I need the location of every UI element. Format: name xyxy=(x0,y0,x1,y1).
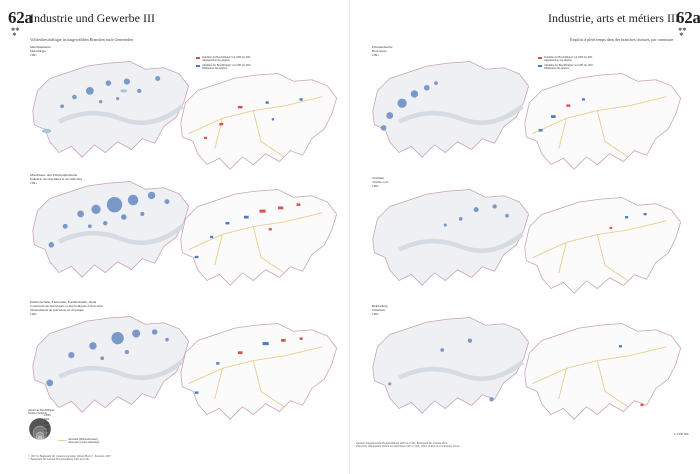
legend-decrease-label: Abnahme der Beschäftigten von 1985 bis 1… xyxy=(202,64,251,70)
legend-increase-swatch xyxy=(538,57,542,60)
map-change xyxy=(523,322,682,420)
map-caption-text: Textilien Textile et al. xyxy=(372,176,389,184)
page-fold xyxy=(349,0,350,474)
size-legend-title: Anzahl der Beschäftigten Nombre d'emploi… xyxy=(28,409,55,415)
page-number: 62a xyxy=(8,8,33,27)
page-title: Industrie, arts et métiers III xyxy=(548,11,679,25)
road-legend-label: Autobahn (Nationalstrassen) Autoroutes (… xyxy=(68,438,100,444)
map-year: 1991 xyxy=(30,53,37,57)
map-year: 1991 xyxy=(30,181,37,185)
map-change xyxy=(179,188,338,286)
map-change xyxy=(179,322,338,420)
map-caption: Textilien Textile et al. 1991 xyxy=(372,176,432,188)
map-caption-text: Elektrotechnik, Elektronik, Feinmechanik… xyxy=(30,300,103,312)
map-employment-dots xyxy=(371,316,530,414)
star-marks: ✱✱ ✱ xyxy=(678,28,687,38)
map-year: 1991 xyxy=(372,184,379,188)
map-caption-text: Metallindustrie Metallurgie xyxy=(30,45,51,53)
page-subtitle: Emplois à plein temps dans des branches … xyxy=(570,37,674,42)
legend-decrease-swatch xyxy=(538,65,542,68)
size-legend-value: 100 xyxy=(44,434,48,437)
map-caption: Elektrotechnik, Elektronik, Feinmechanik… xyxy=(30,300,105,316)
size-legend-value: 5000 xyxy=(44,418,50,421)
map-year: 1991 xyxy=(372,312,379,316)
page-subtitle: Vollzeitbeschäftigte in ausgewählten Bra… xyxy=(30,37,133,42)
size-legend-value: 2000 xyxy=(44,422,50,425)
map-caption-text: Uhrenindustrie Horlogerie xyxy=(372,45,393,53)
map-caption: Maschinen- und Fahrzeugindustrie Industr… xyxy=(30,173,90,185)
legend-increase-swatch xyxy=(196,57,200,60)
star-marks: ✱✱ ✱ xyxy=(11,28,20,38)
road-legend-swatch xyxy=(58,440,66,441)
page-title: Industrie und Gewerbe III xyxy=(30,11,155,25)
footnote: Quellen: Eidgenössische Betriebszählung … xyxy=(356,442,460,449)
size-legend-circles xyxy=(28,417,52,441)
legend-decrease-swatch xyxy=(196,65,200,68)
size-legend-value: 10000 xyxy=(44,414,51,417)
map-employment-dots xyxy=(31,60,190,158)
map-scale: 1:2 000 000 xyxy=(674,432,689,436)
size-legend-value: 500 xyxy=(44,430,48,433)
map-caption-text: Bekleidung Vêtement xyxy=(372,304,388,312)
page-number: 62a xyxy=(676,8,700,27)
map-employment-dots xyxy=(31,180,190,278)
footnote: © 1997 by Bundesamt für Landestopographi… xyxy=(28,455,111,462)
map-caption: Metallindustrie Metallurgie 1991 xyxy=(30,45,90,57)
map-caption-text: Maschinen- und Fahrzeugindustrie Industr… xyxy=(30,173,83,181)
map-change xyxy=(179,72,338,170)
map-year: 1991 xyxy=(30,312,37,316)
map-change xyxy=(523,196,682,294)
map-caption: Uhrenindustrie Horlogerie 1991 xyxy=(372,45,432,57)
map-change xyxy=(523,72,682,170)
map-caption: Bekleidung Vêtement 1991 xyxy=(372,304,432,316)
map-employment-dots xyxy=(371,188,530,286)
size-legend-value: 1000 xyxy=(44,426,50,429)
legend-decrease-label: Abnahme der Beschäftigten von 1985 bis 1… xyxy=(544,64,593,70)
legend-increase-label: Zunahme der Beschäftigten von 1985 bis 1… xyxy=(544,56,593,62)
map-employment-dots xyxy=(371,60,530,158)
map-employment-dots xyxy=(31,315,190,413)
left-page: 62a Industrie und Gewerbe III ✱✱ ✱ Vollz… xyxy=(8,8,338,462)
map-year: 1991 xyxy=(372,53,379,57)
right-page: Industrie, arts et métiers III 62a ✱✱ ✱ … xyxy=(350,0,700,474)
legend-increase-label: Zunahme der Beschäftigten von 1985 bis 1… xyxy=(202,56,251,62)
